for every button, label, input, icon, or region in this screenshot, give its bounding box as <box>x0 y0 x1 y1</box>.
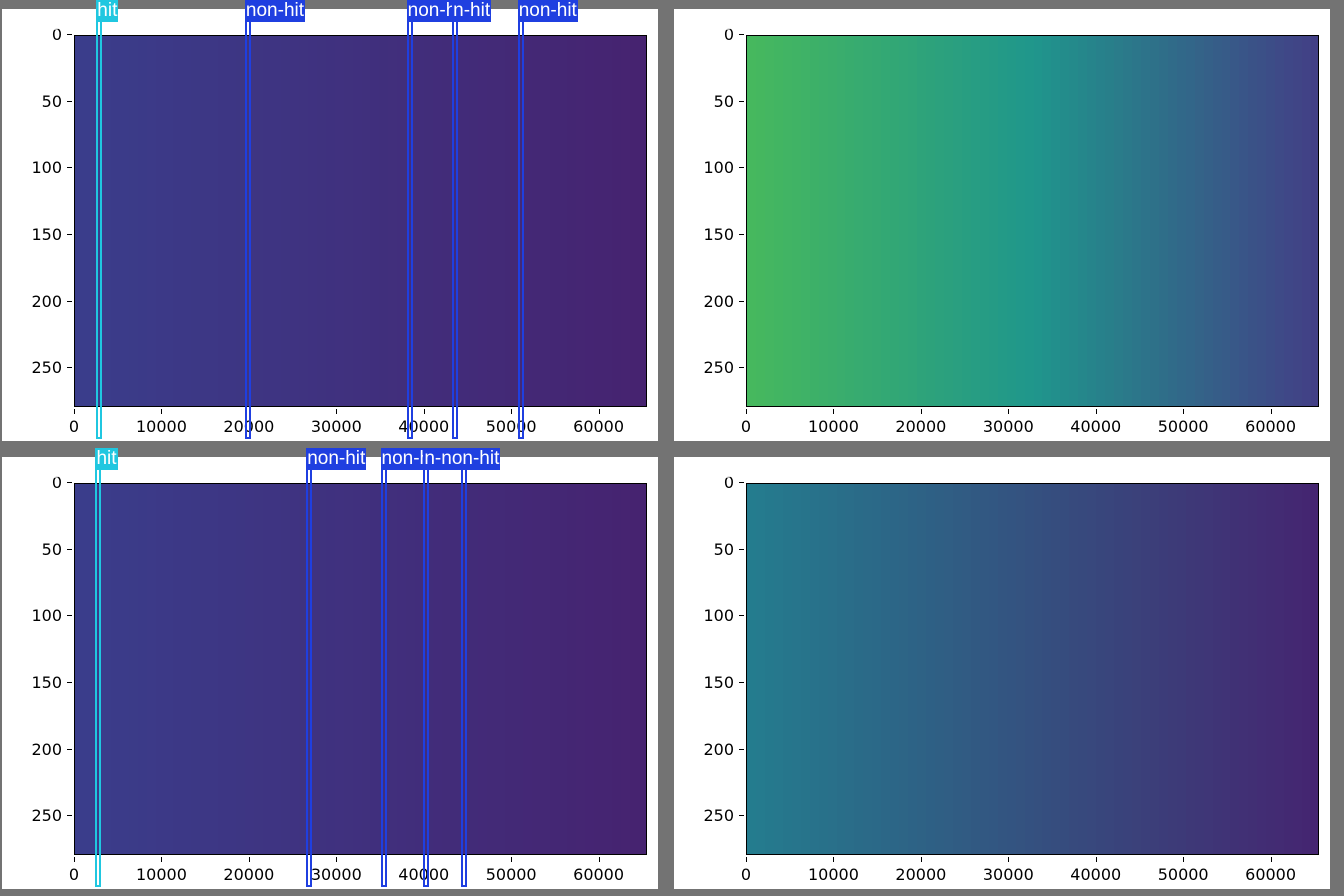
non-hit-detection-box <box>423 461 430 887</box>
x-tick-label: 40000 <box>1056 857 1136 884</box>
column-stripe <box>639 36 646 406</box>
panel-top-right: img_31889.jpg 0 50 100 150 200 250 0 10000 20000 3… <box>674 9 1330 441</box>
panel-bottom-left: img_318 3.jpg 0 50 100 150 200 250 0 10000 20000 30… <box>2 448 658 889</box>
filename-suffix: .jpg <box>112 13 145 35</box>
x-tick-label: 40000 <box>1056 409 1136 436</box>
y-tick-label: 50 <box>14 540 72 559</box>
non-hit-detection-label: non-hit <box>306 448 367 470</box>
x-tick-label: 30000 <box>296 409 376 436</box>
x-tick-label: 20000 <box>209 857 289 884</box>
y-tick-label: 200 <box>686 740 744 759</box>
filename-suffix: 3.jpg <box>112 461 157 483</box>
non-hit-detection-box <box>452 13 459 439</box>
column-stripe <box>1311 484 1318 854</box>
x-tick-label: 20000 <box>881 409 961 436</box>
y-tick-label: 200 <box>14 292 72 311</box>
x-tick-label: 10000 <box>793 409 873 436</box>
filename-label: img_318 .jpg <box>6 13 145 35</box>
x-tick-label: 20000 <box>881 857 961 884</box>
x-tick-label: 10000 <box>121 409 201 436</box>
y-tick-label: 250 <box>686 806 744 825</box>
x-tick-label: 30000 <box>968 857 1048 884</box>
non-hit-detection-label: non-hit <box>517 0 578 22</box>
x-tick-label: 0 <box>706 857 786 884</box>
x-tick-label: 30000 <box>296 857 376 884</box>
spectrogram-plot <box>746 483 1319 855</box>
x-tick-label: 50000 <box>471 857 551 884</box>
non-hit-detection-box <box>406 13 413 439</box>
x-tick-label: 50000 <box>1143 857 1223 884</box>
y-tick-label: 250 <box>686 358 744 377</box>
x-tick-label: 60000 <box>559 409 639 436</box>
y-tick-label: 200 <box>686 292 744 311</box>
hit-detection-box <box>96 13 103 439</box>
filename-label: img_318 3.jpg <box>6 461 157 483</box>
column-stripe <box>1311 36 1318 406</box>
y-tick-label: 100 <box>14 606 72 625</box>
non-hit-detection-box <box>244 13 252 439</box>
x-tick-label: 60000 <box>1231 409 1311 436</box>
x-tick-label: 60000 <box>1231 857 1311 884</box>
y-tick-label: 200 <box>14 740 72 759</box>
panel-top-left: img_318 .jpg 0 50 100 150 200 250 0 10000 20000 300… <box>2 0 658 441</box>
x-tick-label: 50000 <box>1143 409 1223 436</box>
filename-label: img_31891.jpg <box>678 461 810 483</box>
spectrogram-plot <box>746 35 1319 407</box>
non-hit-detection-label: n-non-hit <box>423 448 501 470</box>
spectrogram-plot <box>74 35 647 407</box>
y-tick-label: 0 <box>686 473 744 492</box>
y-tick-label: 150 <box>686 225 744 244</box>
y-tick-label: 150 <box>14 225 72 244</box>
x-tick-label: 0 <box>34 409 114 436</box>
x-tick-label: 10000 <box>793 857 873 884</box>
hit-detection-box <box>95 461 102 887</box>
y-tick-label: 0 <box>14 473 72 492</box>
x-tick-label: 30000 <box>968 409 1048 436</box>
non-hit-detection-box <box>460 461 467 887</box>
non-hit-detection-box <box>380 461 387 887</box>
non-hit-detection-label: non-hit <box>244 0 306 22</box>
x-tick-label: 50000 <box>471 409 551 436</box>
non-hit-detection-box <box>517 13 524 439</box>
hit-detection-label: hit <box>96 0 119 22</box>
y-tick-label: 100 <box>14 158 72 177</box>
y-tick-label: 50 <box>686 92 744 111</box>
x-tick-label: 60000 <box>559 857 639 884</box>
y-tick-label: 100 <box>686 158 744 177</box>
y-tick-label: 150 <box>686 673 744 692</box>
y-tick-label: 50 <box>14 92 72 111</box>
y-tick-label: 0 <box>14 25 72 44</box>
non-hit-detection-box <box>306 461 313 887</box>
x-tick-label: 0 <box>34 857 114 884</box>
y-tick-label: 250 <box>14 358 72 377</box>
hit-detection-label: hit <box>95 448 118 470</box>
filename-label: img_31889.jpg <box>678 13 810 35</box>
y-tick-label: 150 <box>14 673 72 692</box>
x-tick-label: 10000 <box>121 857 201 884</box>
y-tick-label: 0 <box>686 25 744 44</box>
y-tick-label: 250 <box>14 806 72 825</box>
non-hit-detection-label: non-hit <box>406 0 467 22</box>
spectrogram-plot <box>74 483 647 855</box>
column-stripe <box>639 484 646 854</box>
x-tick-label: 0 <box>706 409 786 436</box>
y-tick-label: 50 <box>686 540 744 559</box>
y-tick-label: 100 <box>686 606 744 625</box>
panel-bottom-right: img_31891.jpg 0 50 100 150 200 250 0 10000 20000 3… <box>674 457 1330 889</box>
non-hit-detection-label: n-hit <box>452 0 492 22</box>
